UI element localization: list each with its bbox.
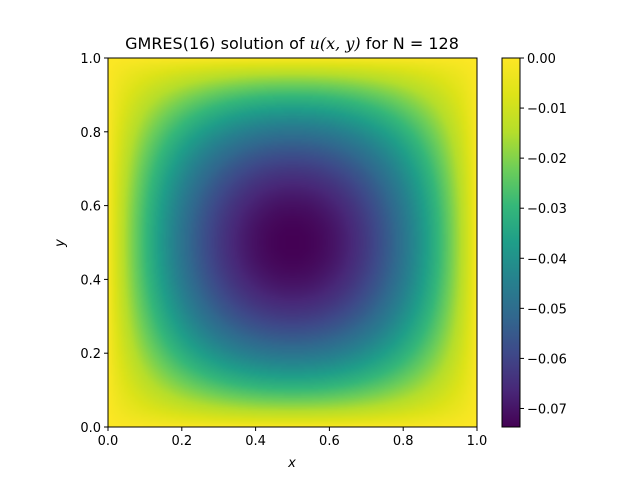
x-axis-label: x [287, 456, 296, 471]
y-tick-label: 1.0 [80, 52, 101, 67]
x-tick-label: 0.6 [319, 434, 340, 449]
heatmap-image [108, 58, 477, 427]
y-axis-label: y [53, 239, 68, 248]
heatmap-container [108, 58, 477, 427]
colorbar-tick-label: 0.00 [527, 52, 556, 67]
colorbar-tick-label: −0.07 [527, 402, 567, 417]
x-tick-label: 0.4 [245, 434, 266, 449]
y-tick-label: 0.4 [80, 273, 101, 288]
y-tick-label: 0.0 [80, 421, 101, 436]
colorbar-tick-label: −0.06 [527, 352, 567, 367]
colorbar-tick-label: −0.02 [527, 152, 567, 167]
x-axis: 0.0 0.2 0.4 0.6 0.8 1.0 [98, 427, 488, 449]
colorbar [501, 57, 521, 428]
y-axis: 0.0 0.2 0.4 0.6 0.8 1.0 [80, 52, 108, 436]
colorbar-tick-label: −0.01 [527, 102, 567, 117]
y-tick-label: 0.8 [80, 126, 101, 141]
chart-title: GMRES(16) solution of u(x, y) for N = 12… [125, 34, 459, 53]
colorbar-tick-label: −0.03 [527, 202, 567, 217]
x-tick-label: 0.0 [98, 434, 119, 449]
x-tick-label: 1.0 [467, 434, 488, 449]
colorbar-tick-label: −0.04 [527, 252, 567, 267]
x-tick-label: 0.2 [171, 434, 192, 449]
x-tick-label: 0.8 [393, 434, 414, 449]
colorbar-axis: 0.00 −0.01 −0.02 −0.03 −0.04 −0.05 −0.06 −0.07 [520, 52, 567, 417]
colorbar-tick-label: −0.05 [527, 302, 567, 317]
y-tick-label: 0.6 [80, 200, 101, 215]
plot-frame [107, 57, 478, 428]
y-tick-label: 0.2 [80, 347, 101, 362]
